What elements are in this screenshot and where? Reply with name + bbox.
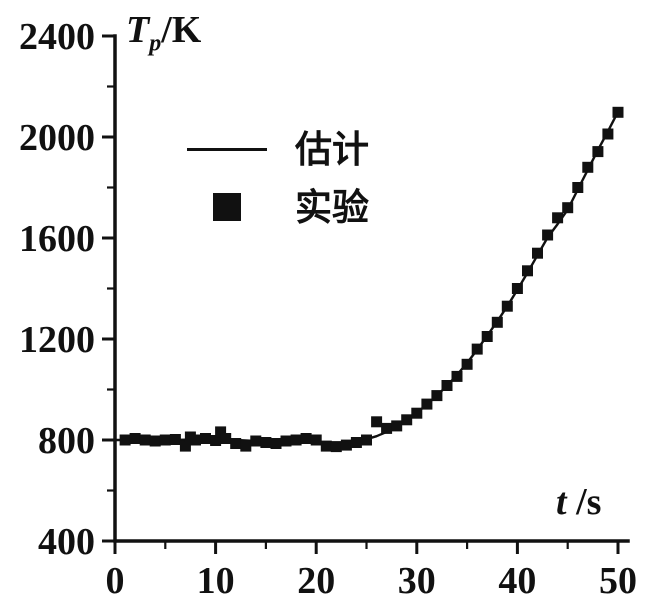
- experiment-point: [431, 390, 443, 402]
- x-axis-symbol: t: [556, 481, 567, 523]
- x-tick-label: 10: [197, 560, 235, 602]
- experiment-point: [481, 331, 493, 342]
- experiment-point: [169, 434, 181, 445]
- experiment-point: [139, 434, 151, 446]
- experiment-point: [230, 438, 242, 449]
- legend-marker-cell: [185, 147, 269, 151]
- experiment-point: [381, 422, 393, 434]
- x-tick-label: 40: [498, 560, 536, 602]
- legend-marker-cell: [185, 193, 269, 221]
- experiment-point: [210, 435, 222, 446]
- experiment-point: [190, 434, 201, 446]
- experiment-point: [471, 343, 483, 355]
- experiment-point: [552, 212, 564, 224]
- experiment-point: [149, 435, 161, 447]
- legend-item-experiment: 实验: [185, 178, 369, 236]
- legend-label-experiment: 实验: [295, 186, 369, 228]
- y-tick-label: 1600: [19, 218, 95, 260]
- experiment-point: [159, 434, 171, 446]
- experiment-point: [371, 416, 383, 428]
- experiment-point: [290, 434, 302, 446]
- experiment-point: [119, 434, 131, 446]
- experiment-point: [511, 283, 523, 294]
- experiment-point: [250, 435, 262, 447]
- legend-line-icon: [187, 147, 267, 151]
- x-tick-label: 20: [297, 560, 335, 602]
- legend-label-estimated: 估计: [295, 128, 369, 170]
- experiment-point: [280, 435, 292, 447]
- y-tick-label: 1200: [19, 319, 95, 361]
- y-tick-label: 400: [38, 521, 95, 563]
- experiment-point: [501, 300, 513, 312]
- x-tick-label: 0: [106, 560, 125, 602]
- experiment-point: [350, 437, 362, 448]
- x-axis-label: t /s: [556, 480, 601, 524]
- experiment-point: [582, 161, 594, 173]
- experiment-point: [270, 438, 282, 449]
- experiment-point: [411, 407, 423, 419]
- experiment-point: [200, 433, 211, 444]
- experiment-point: [491, 316, 503, 328]
- experiment-point: [320, 440, 332, 452]
- legend-square-icon: [213, 193, 241, 221]
- y-axis-subscript: p: [149, 30, 162, 57]
- experiment-point: [572, 182, 584, 193]
- experiment-point: [340, 439, 352, 451]
- experiment-point: [612, 106, 624, 118]
- experiment-point: [542, 229, 554, 241]
- legend-item-estimated: 估计: [185, 120, 369, 178]
- experiment-point: [361, 434, 372, 446]
- y-tick-label: 800: [38, 420, 95, 462]
- experiment-point: [522, 265, 533, 277]
- experiment-point: [391, 420, 403, 432]
- x-tick-label: 30: [398, 560, 436, 602]
- axis-line: [113, 34, 630, 543]
- legend: 估计 实验: [185, 120, 369, 236]
- y-axis-unit: /K: [161, 9, 202, 51]
- x-axis-unit: /s: [566, 481, 602, 523]
- y-axis-symbol: T: [126, 9, 150, 51]
- y-axis-label: Tp/K: [126, 8, 202, 56]
- experiment-point: [260, 437, 272, 448]
- experiment-point: [421, 398, 433, 410]
- experiment-point: [461, 358, 473, 370]
- experiment-point: [401, 414, 413, 426]
- y-tick-label: 2400: [19, 16, 95, 58]
- experiment-point: [220, 433, 232, 444]
- experiment-point: [129, 433, 141, 444]
- experiment-point: [602, 128, 614, 140]
- y-tick-label: 2000: [19, 117, 95, 159]
- experiment-point: [451, 370, 463, 382]
- experiment-point: [532, 247, 543, 259]
- experiment-point: [330, 441, 342, 453]
- experiment-point: [310, 434, 322, 446]
- x-tick-label: 50: [599, 560, 637, 602]
- experiment-point: [300, 433, 312, 444]
- experiment-point: [179, 440, 191, 452]
- plot-layer: 400 800 1200 1600 2000 2400 0 10 20 30 40 50: [19, 16, 637, 602]
- experiment-point: [592, 146, 604, 158]
- experiment-point: [240, 440, 252, 452]
- experiment-point: [441, 380, 453, 391]
- experiment-point: [562, 202, 574, 214]
- experiment-point: [215, 426, 227, 438]
